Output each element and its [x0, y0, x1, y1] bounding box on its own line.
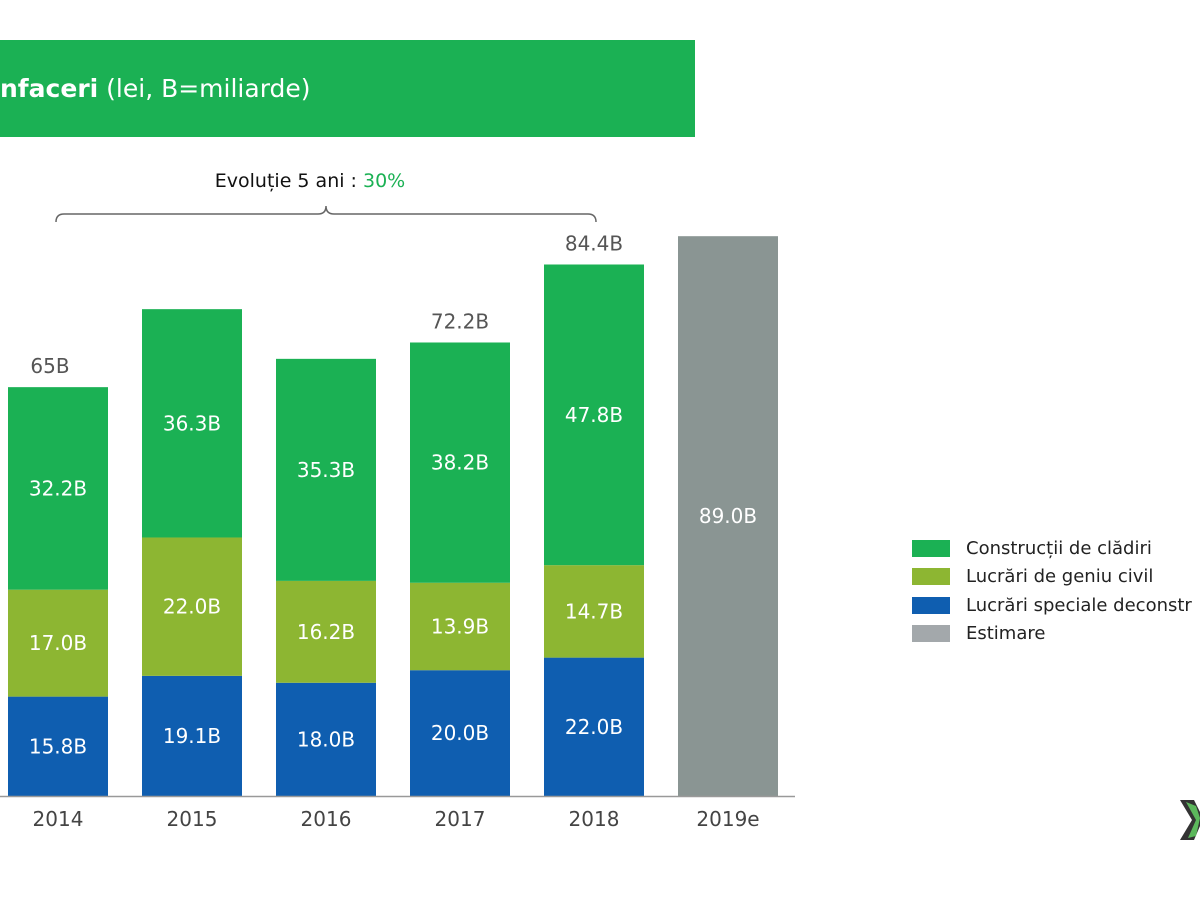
x-tick-label: 2019e: [696, 807, 759, 831]
bar-segment-2015: [142, 675, 242, 796]
data-label: 16.2B: [297, 620, 355, 644]
data-label: 32.2B: [29, 476, 87, 500]
legend-swatch: [912, 596, 950, 614]
bar-segment-2014: [8, 589, 108, 697]
legend-swatch: [912, 539, 950, 557]
evolution-brace: [55, 205, 597, 223]
legend-item: Estimare: [912, 620, 1192, 649]
data-label: 35.3B: [297, 458, 355, 482]
evolution-annotation: Evoluție 5 ani : 30%: [120, 170, 500, 192]
bar-segment-2014: [8, 387, 108, 590]
legend-item: Lucrări de geniu civil: [912, 563, 1192, 592]
bar-segment-2017: [410, 582, 510, 671]
x-tick-label: 2015: [167, 807, 218, 831]
bar-segment-2016: [276, 682, 376, 796]
legend-swatch: [912, 625, 950, 643]
x-tick-label: 2017: [435, 807, 486, 831]
evolution-value: 30%: [363, 170, 406, 192]
legend: Construcții de clădiri Lucrări de geniu c…: [912, 534, 1192, 648]
bar-segment-2017: [410, 670, 510, 796]
title-bold: nfaceri: [0, 74, 99, 103]
x-tick-label: 2016: [301, 807, 352, 831]
data-label: 47.8B: [565, 403, 623, 427]
data-label: 89.0B: [699, 504, 757, 528]
bar-segment-2014: [8, 696, 108, 796]
legend-label: Construcții de clădiri: [966, 537, 1152, 559]
total-label: 72.2B: [431, 309, 489, 333]
bar-segment-2017: [410, 342, 510, 583]
total-label: 65B: [30, 354, 69, 378]
bar-segment-2015: [142, 537, 242, 676]
data-label: 17.0B: [29, 631, 87, 655]
bar-segment-2018: [544, 565, 644, 658]
legend-label: Estimare: [966, 623, 1046, 645]
evolution-label: Evoluție 5 ani :: [214, 170, 363, 192]
data-label: 18.0B: [297, 727, 355, 751]
title-rest: (lei, B=miliarde): [98, 74, 311, 103]
bar-segment-2015: [142, 309, 242, 538]
data-label: 13.9B: [431, 614, 489, 638]
data-label: 22.0B: [565, 715, 623, 739]
legend-item: Construcții de clădiri: [912, 534, 1192, 563]
bar-segment-2016: [276, 580, 376, 683]
x-tick-label: 2014: [33, 807, 84, 831]
bar-segment-2016: [276, 358, 376, 581]
legend-item: Lucrări speciale deconstr: [912, 591, 1192, 620]
data-label: 19.1B: [163, 724, 221, 748]
bar-segment-2018: [544, 657, 644, 796]
bar-segment-2019e: [678, 236, 778, 796]
total-label: 84.4B: [565, 231, 623, 255]
legend-swatch: [912, 568, 950, 586]
bar-segment-2018: [544, 264, 644, 566]
chart-title-banner: nfaceri (lei, B=miliarde): [0, 40, 695, 137]
data-label: 38.2B: [431, 451, 489, 475]
data-label: 15.8B: [29, 734, 87, 758]
data-label: 36.3B: [163, 411, 221, 435]
legend-label: Lucrări speciale deconstr: [966, 594, 1192, 616]
data-label: 22.0B: [163, 595, 221, 619]
data-label: 20.0B: [431, 721, 489, 745]
x-tick-label: 2018: [569, 807, 620, 831]
data-label: 14.7B: [565, 599, 623, 623]
legend-label: Lucrări de geniu civil: [966, 566, 1154, 588]
